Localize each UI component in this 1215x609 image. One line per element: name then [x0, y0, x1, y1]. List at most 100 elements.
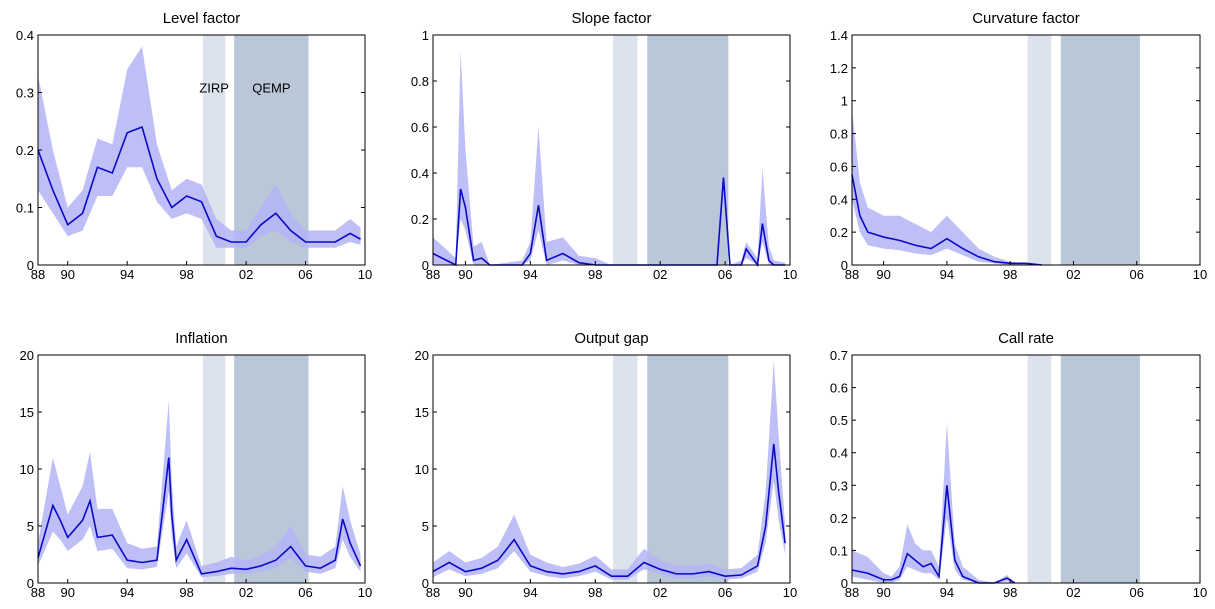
x-tick-label: 02 — [1066, 267, 1080, 282]
x-tick-label: 98 — [179, 267, 193, 282]
x-tick-label: 90 — [458, 267, 472, 282]
panel: Inflation 0 5 10 15 20 88 90 94 98 02 06 10 — [20, 330, 373, 600]
policy-period — [202, 355, 226, 583]
line — [432, 177, 786, 268]
x-tick-label: 06 — [298, 267, 312, 282]
y-tick-label: 0.1 — [830, 543, 848, 558]
y-tick-label: 0 — [841, 576, 848, 591]
y-tick-label: 0.4 — [830, 446, 848, 461]
confidence-band — [38, 400, 361, 578]
y-tick-label: 0.6 — [411, 120, 429, 135]
chart-title: Slope factor — [571, 10, 651, 27]
y-tick-label: 0.8 — [830, 127, 848, 142]
policy-period — [1027, 35, 1052, 265]
chart-title: Output gap — [574, 330, 648, 347]
y-tick-label: 20 — [20, 348, 34, 363]
policy-period — [1060, 35, 1140, 265]
x-tick-label: 02 — [239, 267, 253, 282]
y-tick-label: 0.4 — [830, 192, 848, 207]
y-tick-label: 0.4 — [411, 166, 429, 181]
x-tick-label: 10 — [783, 585, 797, 600]
x-tick-label: 94 — [120, 585, 134, 600]
y-tick-label: 0.8 — [411, 74, 429, 89]
confidence-band — [38, 46, 361, 248]
y-tick-label: 10 — [20, 462, 34, 477]
y-tick-label: 5 — [27, 519, 34, 534]
x-tick-label: 94 — [523, 267, 537, 282]
x-tick-label: 90 — [876, 585, 890, 600]
confidence-band — [852, 423, 1015, 583]
policy-period — [647, 355, 729, 583]
y-tick-label: 0.2 — [411, 212, 429, 227]
x-tick-label: 10 — [1193, 585, 1207, 600]
x-tick-label: 10 — [358, 267, 372, 282]
y-tick-label: 0 — [27, 258, 34, 273]
y-tick-label: 1 — [841, 94, 848, 109]
line — [432, 443, 786, 577]
y-tick-label: 0.6 — [830, 381, 848, 396]
y-tick-label: 0 — [422, 258, 429, 273]
chart-title: Inflation — [175, 330, 228, 347]
confidence-band — [852, 108, 1042, 265]
chart-title: Curvature factor — [972, 10, 1080, 27]
x-tick-label: 06 — [1129, 585, 1143, 600]
confidence-band — [433, 360, 786, 580]
x-tick-label: 06 — [718, 585, 732, 600]
x-tick-label: 02 — [653, 267, 667, 282]
chart-title: Level factor — [163, 10, 241, 27]
line — [37, 125, 361, 243]
x-tick-label: 94 — [523, 585, 537, 600]
panel: Output gap 0 5 10 15 20 88 90 94 98 02 06 10 — [415, 330, 798, 600]
x-tick-label: 98 — [1003, 585, 1017, 600]
x-tick-label: 98 — [588, 267, 602, 282]
y-tick-label: 1.2 — [830, 61, 848, 76]
y-tick-label: 15 — [20, 405, 34, 420]
y-tick-label: 0 — [27, 576, 34, 591]
y-tick-label: 0.2 — [830, 511, 848, 526]
x-tick-label: 10 — [358, 585, 372, 600]
axes-box — [851, 354, 1201, 584]
x-tick-label: 90 — [60, 585, 74, 600]
y-tick-label: 0.6 — [830, 159, 848, 174]
x-tick-label: 88 — [426, 267, 440, 282]
line — [37, 457, 362, 575]
y-tick-label: 0.1 — [16, 201, 34, 216]
panel: Call rate 0 0.1 0.2 0.3 0.4 0.5 0.6 0.7 88 90 94 98 0… — [830, 330, 1207, 600]
chart-title: Call rate — [998, 330, 1054, 347]
y-tick-label: 0.7 — [830, 348, 848, 363]
x-tick-label: 10 — [1193, 267, 1207, 282]
y-tick-label: 0.5 — [830, 413, 848, 428]
y-tick-label: 0.3 — [16, 86, 34, 101]
x-tick-label: 88 — [426, 585, 440, 600]
x-tick-label: 90 — [876, 267, 890, 282]
y-tick-label: 0 — [422, 576, 429, 591]
x-tick-label: 02 — [1066, 585, 1080, 600]
policy-period — [647, 35, 729, 265]
x-tick-label: 98 — [588, 585, 602, 600]
panel: Slope factor 0 0.2 0.4 0.6 0.8 1 88 90 94 98 02 06 10 — [411, 10, 797, 282]
axes-box — [432, 34, 791, 266]
x-tick-label: 02 — [653, 585, 667, 600]
y-tick-label: 20 — [415, 348, 429, 363]
x-tick-label: 06 — [1129, 267, 1143, 282]
policy-period — [613, 355, 638, 583]
x-tick-label: 94 — [940, 585, 954, 600]
axes-box — [432, 354, 791, 584]
y-tick-label: 0.4 — [16, 28, 34, 43]
confidence-band — [433, 51, 786, 265]
x-tick-label: 90 — [60, 267, 74, 282]
x-tick-label: 06 — [718, 267, 732, 282]
line — [851, 174, 1042, 266]
panel: Curvature factor 0 0.2 0.4 0.6 0.8 1 1.2 1.4 88 90… — [830, 10, 1207, 282]
x-tick-label: 98 — [179, 585, 193, 600]
y-tick-label: 15 — [415, 405, 429, 420]
x-tick-label: 88 — [31, 585, 45, 600]
policy-period — [613, 35, 638, 265]
y-tick-label: 10 — [415, 462, 429, 477]
annotation: QEMP — [252, 81, 290, 96]
x-tick-label: 06 — [298, 585, 312, 600]
y-tick-label: 1 — [422, 28, 429, 43]
annotation: ZIRP — [199, 81, 229, 96]
y-tick-label: 0.2 — [830, 225, 848, 240]
x-tick-label: 94 — [120, 267, 134, 282]
